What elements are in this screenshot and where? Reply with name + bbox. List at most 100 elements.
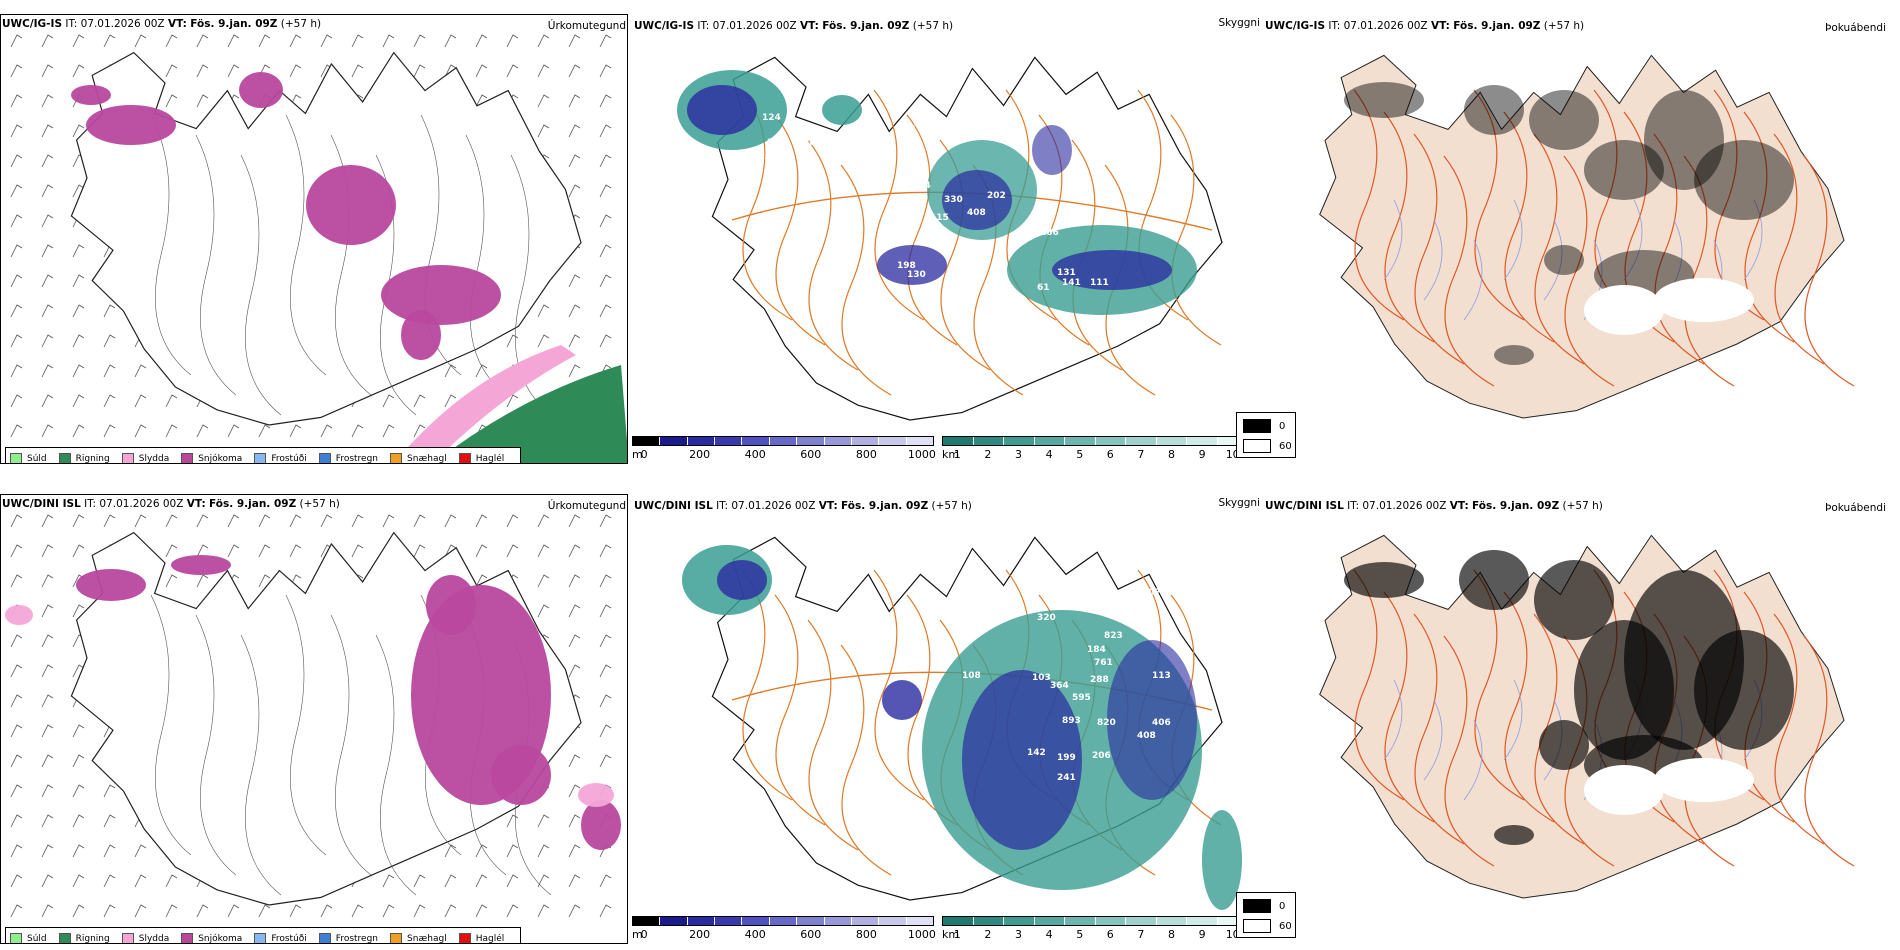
- wind-barb: [289, 64, 302, 78]
- wind-barb: [568, 844, 581, 858]
- road-line: [1443, 635, 1495, 867]
- legend-item: Rigning: [58, 453, 110, 463]
- iceland-coastline: [70, 51, 582, 426]
- wind-barb: [320, 34, 333, 48]
- wind-barb: [475, 94, 488, 108]
- sleet-area: [401, 345, 576, 463]
- visibility-label: 106: [1070, 131, 1089, 141]
- wind-barb: [258, 514, 271, 528]
- wind-barb: [72, 64, 85, 78]
- map-header: UWC/DINI ISL IT: 07.01.2026 00Z VT: Fös.…: [634, 500, 972, 512]
- wind-barb: [537, 304, 550, 318]
- low-visibility-area: [877, 245, 947, 285]
- colorbar-segment: [1034, 437, 1065, 445]
- wind-barb: [382, 904, 395, 918]
- snow-area: [71, 85, 111, 105]
- colorbar-unit: km: [942, 448, 960, 461]
- legend-item: Snæhagl: [390, 933, 447, 943]
- colorbar-segment: [797, 437, 825, 445]
- colorbar-segment: [687, 437, 716, 445]
- low-visibility-area: [1107, 640, 1197, 800]
- legend-label: Rigning: [75, 934, 110, 944]
- wind-barb: [537, 124, 550, 138]
- wind-barb: [227, 34, 240, 48]
- visibility-label: 330: [944, 195, 963, 205]
- precip-type-map-frame: Súld Rigning Slydda Snjókoma Frostúði Frostre…: [0, 494, 628, 944]
- wind-barb: [568, 814, 581, 828]
- wind-barb: [41, 574, 54, 588]
- colorbar-km: 1 2 3 4 5 6 7 8 9 10 km: [942, 916, 1248, 944]
- colorbar-segment: [1187, 437, 1218, 445]
- snow-area: [239, 72, 283, 108]
- colorbar-tick-label: 600: [800, 448, 822, 461]
- wind-barb: [506, 334, 519, 348]
- wind-barb: [10, 394, 23, 408]
- wind-barb: [227, 64, 240, 78]
- wind-barb: [41, 874, 54, 888]
- wind-barb: [10, 844, 23, 858]
- legend-swatch: [318, 453, 331, 463]
- wind-barb: [196, 34, 209, 48]
- river-line: [1383, 679, 1403, 761]
- wind-barb: [41, 154, 54, 168]
- colorbar-segment: [1156, 917, 1187, 925]
- wind-barb: [134, 34, 147, 48]
- wind-barb: [599, 904, 612, 918]
- wind-barb: [227, 514, 240, 528]
- legend-label: Slydda: [138, 934, 170, 944]
- fog-area: [1544, 245, 1584, 275]
- visibility-label: 79: [990, 268, 1003, 278]
- colorbar-tick-label: 9: [1198, 928, 1206, 941]
- colorbar: [942, 916, 1248, 926]
- colorbar-tick-label: 4: [1045, 928, 1053, 941]
- fog-area: [1584, 140, 1664, 200]
- iceland-land: [1319, 54, 1845, 419]
- wind-barb: [10, 364, 23, 378]
- fog-legend-item: 0: [1243, 899, 1295, 913]
- wind-barb: [599, 664, 612, 678]
- wind-barb: [103, 514, 116, 528]
- wind-barb: [72, 904, 85, 918]
- wind-barb: [72, 34, 85, 48]
- legend-label: Slydda: [138, 454, 170, 464]
- colorbar-segment: [660, 437, 688, 445]
- fog-legend-label: 60: [1279, 920, 1292, 932]
- legend-label: Haglél: [475, 934, 505, 944]
- panel-title: Úrkomutegund: [547, 500, 626, 512]
- wind-barb: [506, 544, 519, 558]
- wind-barb: [41, 604, 54, 618]
- legend-item: Súld: [10, 453, 47, 463]
- road-line: [840, 164, 892, 396]
- legend-label: Frostregn: [335, 934, 379, 944]
- legend-swatch: [10, 933, 22, 943]
- wind-barb: [506, 814, 519, 828]
- precip-type-map: [10, 34, 627, 463]
- wind-barb: [196, 424, 209, 438]
- panel-title: Úrkomutegund: [547, 20, 626, 32]
- legend-item: Rigning: [58, 933, 110, 944]
- fog-area: [1539, 720, 1589, 770]
- wind-barb: [41, 334, 54, 348]
- road-line: [906, 594, 958, 826]
- visibility-label: 345: [767, 138, 786, 148]
- fog-area: [1459, 550, 1529, 610]
- wind-barb: [10, 274, 23, 288]
- wind-barb: [320, 424, 333, 438]
- wind-barb: [72, 544, 85, 558]
- wind-barb: [475, 64, 488, 78]
- wind-barb: [599, 274, 612, 288]
- colorbar-tick-label: 4: [1045, 448, 1053, 461]
- glacier: [1654, 278, 1754, 322]
- wind-barb: [382, 514, 395, 528]
- legend-item: Frostregn: [318, 933, 379, 944]
- legend-label: Frostregn: [335, 454, 379, 464]
- visibility-label: 761: [1094, 658, 1113, 668]
- wind-barb: [72, 274, 85, 288]
- wind-barb: [72, 844, 85, 858]
- road-line: [1803, 635, 1855, 867]
- wind-barb: [413, 904, 426, 918]
- wind-barb: [537, 544, 550, 558]
- wind-barb: [72, 424, 85, 438]
- wind-barb: [134, 514, 147, 528]
- wind-barb: [41, 634, 54, 648]
